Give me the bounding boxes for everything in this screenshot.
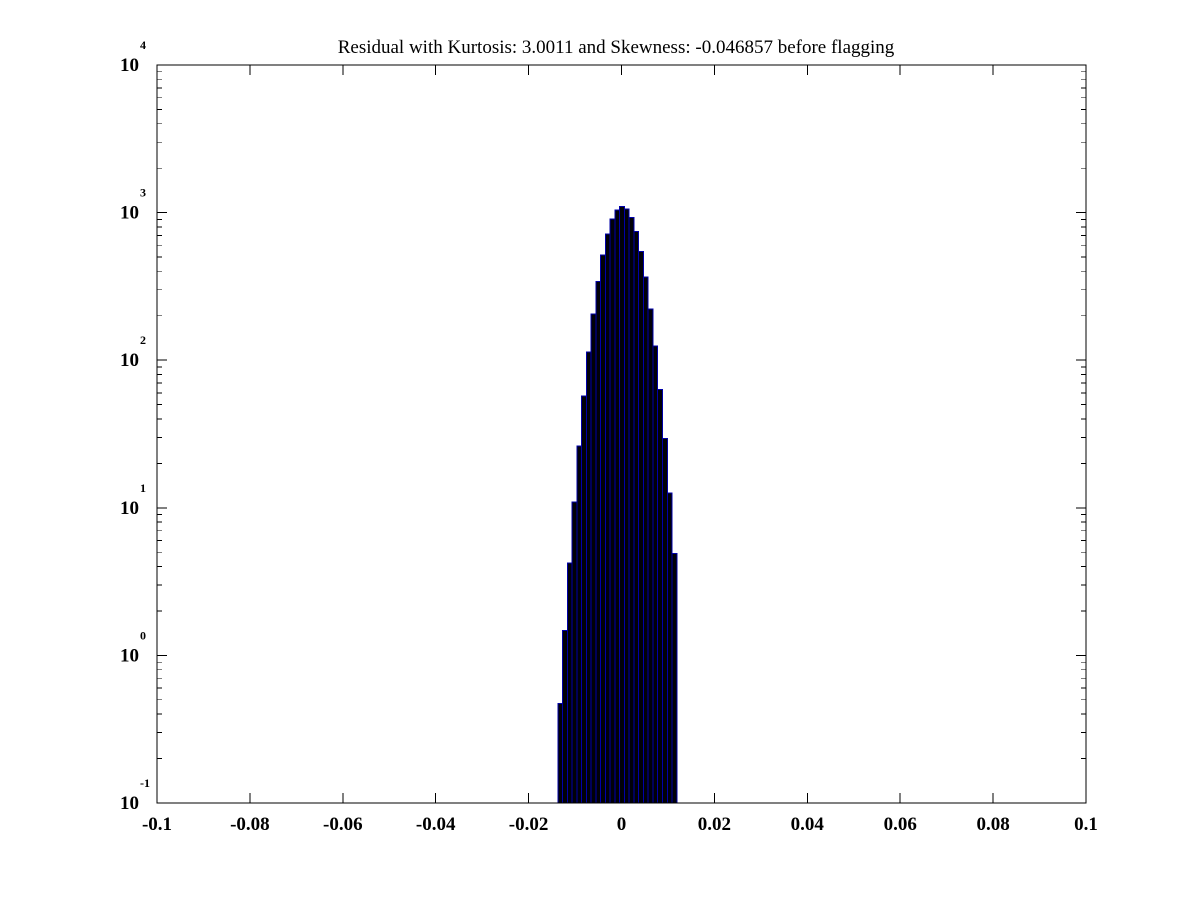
svg-text:-0.1: -0.1 [142, 814, 172, 835]
svg-text:0.1: 0.1 [1074, 814, 1098, 835]
svg-text:0.06: 0.06 [884, 814, 917, 835]
svg-text:0: 0 [140, 628, 146, 642]
svg-text:10: 10 [120, 203, 139, 224]
svg-text:-0.02: -0.02 [509, 814, 549, 835]
svg-text:0.04: 0.04 [791, 814, 825, 835]
svg-text:10: 10 [120, 55, 139, 76]
svg-text:10: 10 [120, 793, 139, 814]
svg-text:0.02: 0.02 [698, 814, 731, 835]
svg-text:4: 4 [140, 38, 146, 52]
svg-text:-0.06: -0.06 [323, 814, 363, 835]
svg-text:10: 10 [120, 350, 139, 371]
svg-text:-1: -1 [140, 776, 150, 790]
svg-text:10: 10 [120, 645, 139, 666]
svg-text:Residual with Kurtosis: 3.0011: Residual with Kurtosis: 3.0011 and Skewn… [338, 37, 895, 58]
svg-text:2: 2 [140, 333, 146, 347]
svg-text:3: 3 [140, 186, 146, 200]
svg-text:1: 1 [140, 481, 146, 495]
svg-text:0.08: 0.08 [976, 814, 1009, 835]
svg-text:-0.04: -0.04 [416, 814, 456, 835]
svg-text:-0.08: -0.08 [230, 814, 270, 835]
svg-text:0: 0 [617, 814, 627, 835]
svg-text:10: 10 [120, 498, 139, 519]
